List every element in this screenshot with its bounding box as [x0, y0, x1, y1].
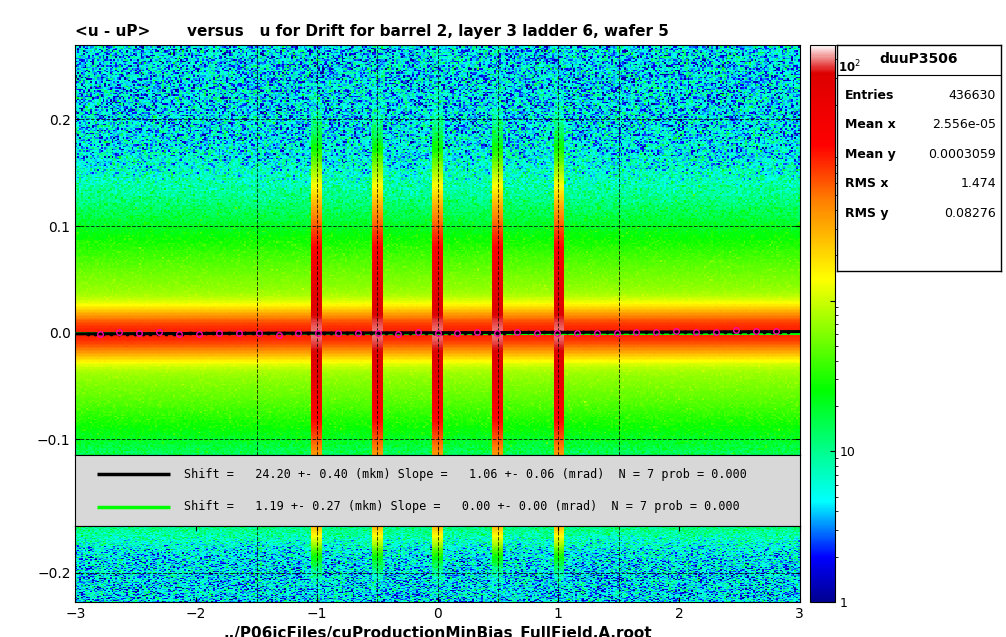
Text: duuP3506: duuP3506	[879, 52, 959, 66]
Text: Shift =   24.20 +- 0.40 (mkm) Slope =   1.06 +- 0.06 (mrad)  N = 7 prob = 0.000: Shift = 24.20 +- 0.40 (mkm) Slope = 1.06…	[184, 468, 747, 481]
Text: 1.474: 1.474	[961, 177, 996, 190]
Text: $\mathbf{10}^2$: $\mathbf{10}^2$	[838, 59, 861, 75]
Text: 436630: 436630	[949, 89, 996, 102]
Text: Shift =   1.19 +- 0.27 (mkm) Slope =   0.00 +- 0.00 (mrad)  N = 7 prob = 0.000: Shift = 1.19 +- 0.27 (mkm) Slope = 0.00 …	[184, 500, 739, 513]
Text: 2.556e-05: 2.556e-05	[932, 118, 996, 131]
Text: 0.0003059: 0.0003059	[929, 148, 996, 161]
Text: RMS x: RMS x	[845, 177, 888, 190]
Text: RMS y: RMS y	[845, 206, 888, 220]
Text: Mean y: Mean y	[845, 148, 896, 161]
X-axis label: ../P06icFiles/cuProductionMinBias_FullField.A.root: ../P06icFiles/cuProductionMinBias_FullFi…	[223, 626, 652, 637]
Text: 0.08276: 0.08276	[945, 206, 996, 220]
Text: Entries: Entries	[845, 89, 894, 102]
Text: <u - uP>       versus   u for Drift for barrel 2, layer 3 ladder 6, wafer 5: <u - uP> versus u for Drift for barrel 2…	[75, 24, 669, 39]
Text: Mean x: Mean x	[845, 118, 896, 131]
